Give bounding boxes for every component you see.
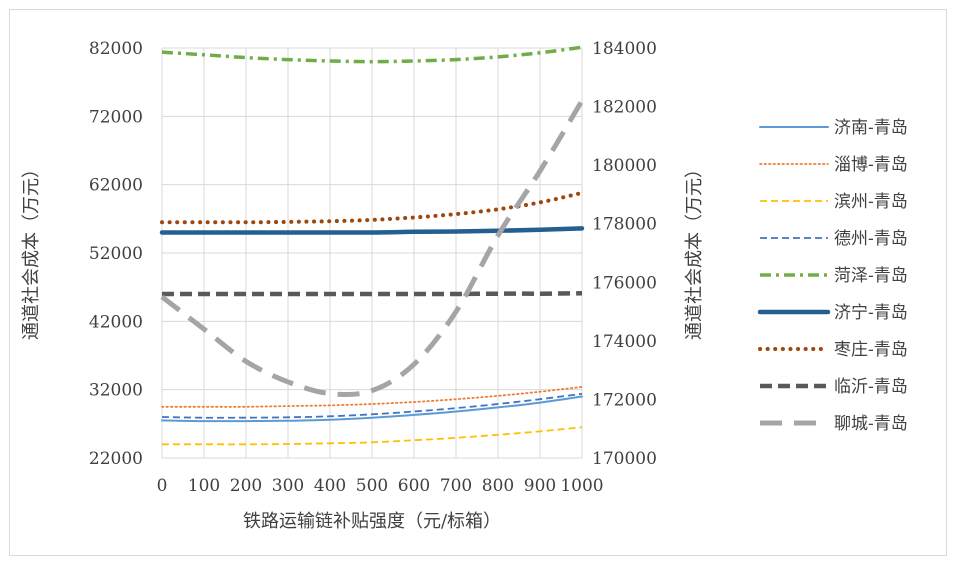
series-line-5 (159, 226, 585, 235)
x-tick-label-10: 1000 (560, 476, 603, 496)
legend-label-1: 淄博-青岛 (834, 155, 908, 175)
gridlines (161, 47, 583, 459)
right-tick-label-7: 184000 (592, 39, 657, 59)
series-line-2 (162, 426, 583, 446)
legend-label-4: 菏泽-青岛 (834, 266, 908, 286)
series-line-8 (160, 99, 585, 398)
left-axis-title: 通道社会成本（万元） (21, 160, 42, 340)
legend-label-3: 德州-青岛 (834, 229, 908, 249)
right-tick-label-2: 174000 (592, 332, 657, 352)
x-tick-label-3: 300 (272, 476, 304, 496)
x-tick-label-5: 500 (356, 476, 388, 496)
right-tick-label-0: 170000 (592, 449, 657, 469)
x-axis-ticks: 0 100 200 300 400 500 600 700 800 900 1000 (157, 476, 604, 496)
x-tick-label-8: 800 (482, 476, 514, 496)
legend-label-2: 滨州-青岛 (834, 192, 908, 212)
x-tick-label-1: 100 (188, 476, 220, 496)
left-tick-label-0: 22000 (89, 449, 143, 469)
x-tick-label-0: 0 (157, 476, 168, 496)
left-tick-label-2: 42000 (89, 312, 143, 332)
right-axis-ticks: 170000 172000 174000 176000 178000 180000 1820… (592, 39, 657, 469)
series-line-4 (161, 45, 583, 64)
series-line-1 (161, 386, 583, 408)
right-tick-label-1: 172000 (592, 390, 657, 410)
legend-label-6: 枣庄-青岛 (834, 340, 908, 360)
legend-label-5: 济宁-青岛 (834, 303, 908, 323)
left-tick-label-1: 32000 (89, 381, 143, 401)
series-lines (159, 45, 585, 446)
series-line-3 (161, 392, 583, 419)
series-line-6 (160, 190, 584, 225)
x-tick-label-9: 900 (524, 476, 556, 496)
right-tick-label-3: 176000 (592, 273, 657, 293)
legend: 济南-青岛淄博-青岛滨州-青岛德州-青岛菏泽-青岛济宁-青岛枣庄-青岛临沂-青岛… (757, 118, 908, 434)
x-tick-label-6: 600 (398, 476, 430, 496)
chart-frame (9, 9, 947, 556)
left-tick-label-5: 72000 (89, 107, 143, 127)
legend-label-8: 聊城-青岛 (834, 414, 908, 434)
left-tick-label-4: 62000 (89, 176, 143, 196)
right-tick-label-5: 180000 (592, 156, 657, 176)
left-tick-label-6: 82000 (89, 39, 143, 59)
x-tick-label-7: 700 (440, 476, 472, 496)
series-line-7 (161, 291, 583, 297)
x-tick-label-4: 400 (314, 476, 346, 496)
x-tick-label-2: 200 (230, 476, 262, 496)
x-axis-title: 铁路运输链补贴强度（元/标箱） (243, 511, 501, 532)
series-line-0 (161, 395, 583, 423)
legend-label-7: 临沂-青岛 (834, 377, 908, 397)
left-tick-label-3: 52000 (89, 244, 143, 264)
right-tick-label-4: 178000 (592, 215, 657, 235)
right-tick-label-6: 182000 (592, 98, 657, 118)
right-axis-title: 通道社会成本（万元） (684, 160, 705, 340)
legend-label-0: 济南-青岛 (834, 118, 908, 138)
left-axis-ticks: 22000 32000 42000 52000 62000 72000 82000 (89, 39, 143, 469)
